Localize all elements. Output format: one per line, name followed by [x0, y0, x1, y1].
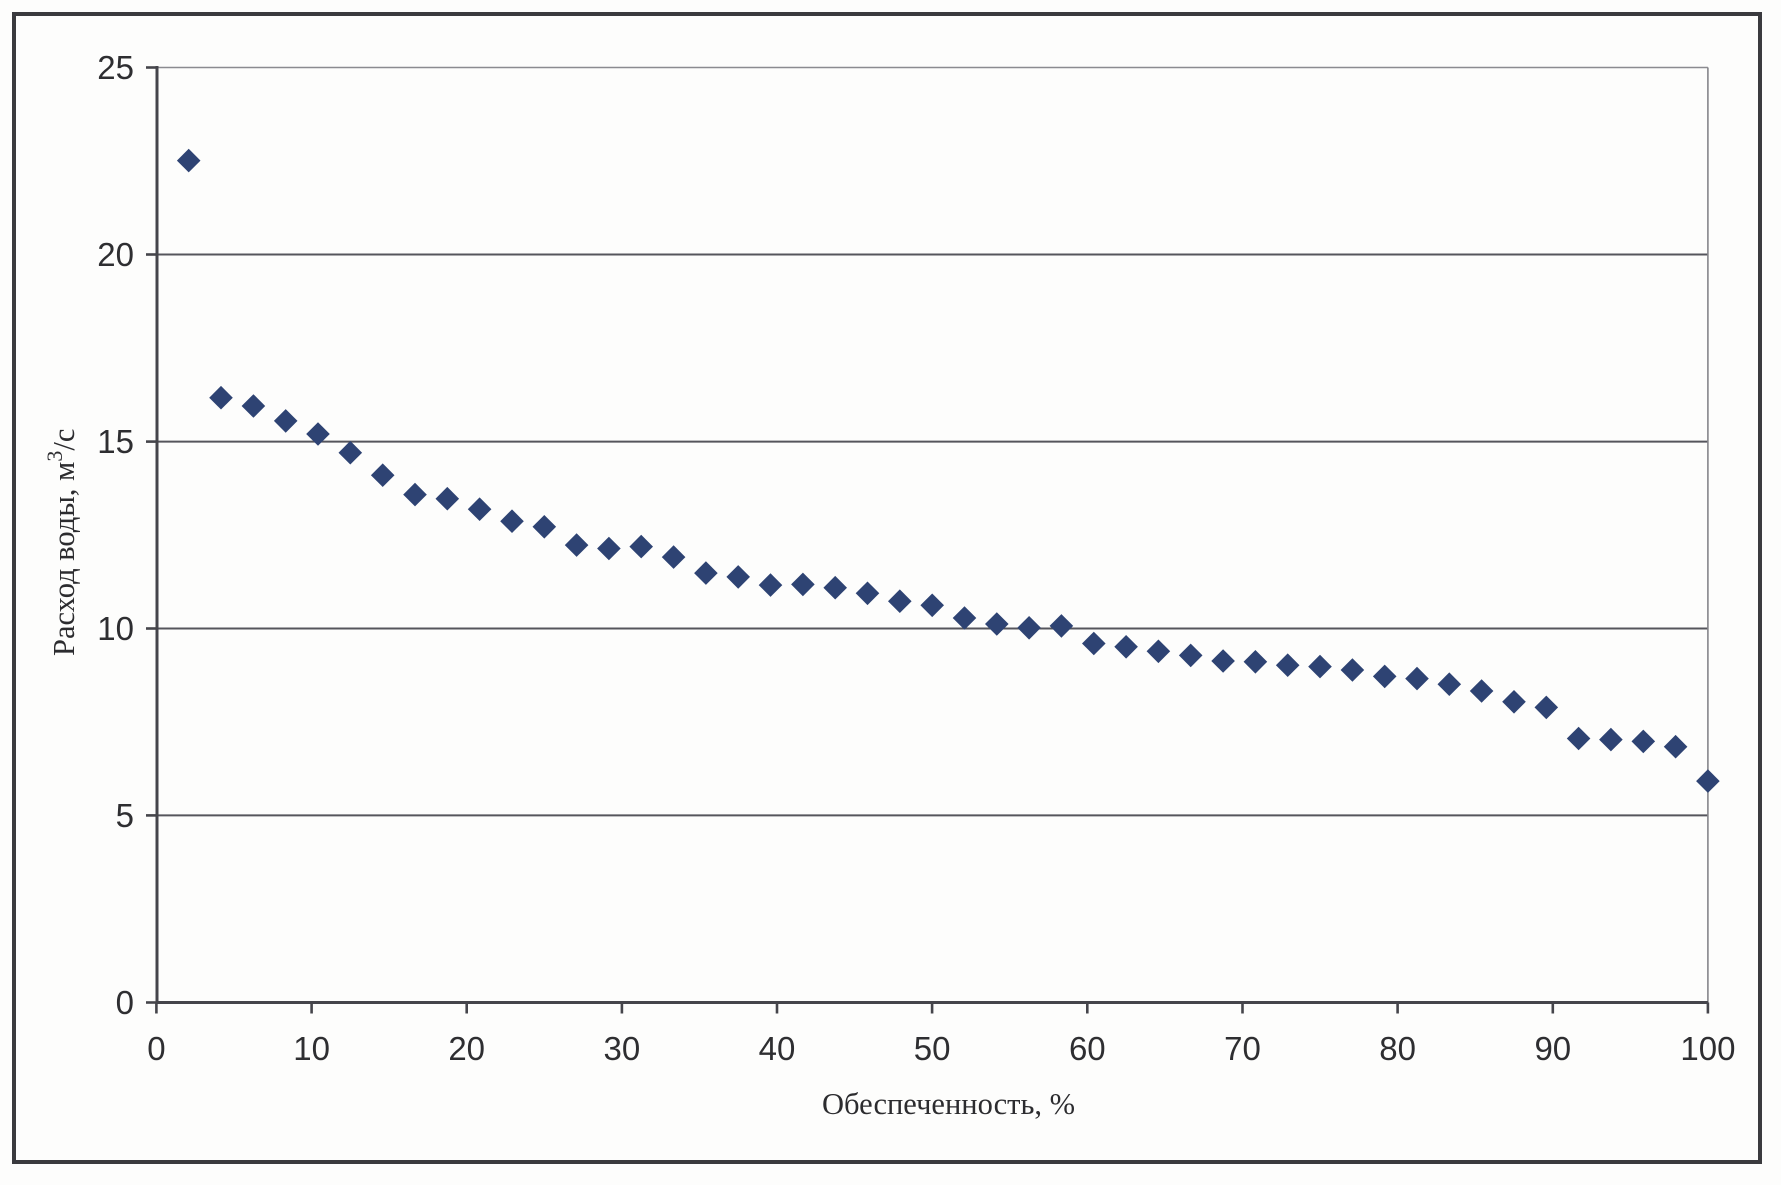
svg-text:50: 50 — [914, 1030, 951, 1067]
svg-text:15: 15 — [97, 423, 134, 460]
svg-text:5: 5 — [116, 797, 134, 834]
svg-text:10: 10 — [293, 1030, 330, 1067]
svg-text:60: 60 — [1069, 1030, 1106, 1067]
svg-text:20: 20 — [448, 1030, 485, 1067]
svg-text:25: 25 — [97, 49, 134, 86]
svg-text:0: 0 — [147, 1030, 165, 1067]
svg-text:70: 70 — [1224, 1030, 1261, 1067]
svg-text:90: 90 — [1534, 1030, 1571, 1067]
svg-text:40: 40 — [759, 1030, 796, 1067]
svg-text:10: 10 — [97, 610, 134, 647]
svg-text:Расход воды, м3/с: Расход воды, м3/с — [42, 429, 81, 656]
svg-text:0: 0 — [116, 984, 134, 1021]
svg-text:80: 80 — [1379, 1030, 1416, 1067]
svg-text:30: 30 — [604, 1030, 641, 1067]
svg-text:100: 100 — [1680, 1030, 1735, 1067]
svg-text:20: 20 — [97, 236, 134, 273]
svg-text:Обеспеченность, %: Обеспеченность, % — [822, 1087, 1075, 1121]
